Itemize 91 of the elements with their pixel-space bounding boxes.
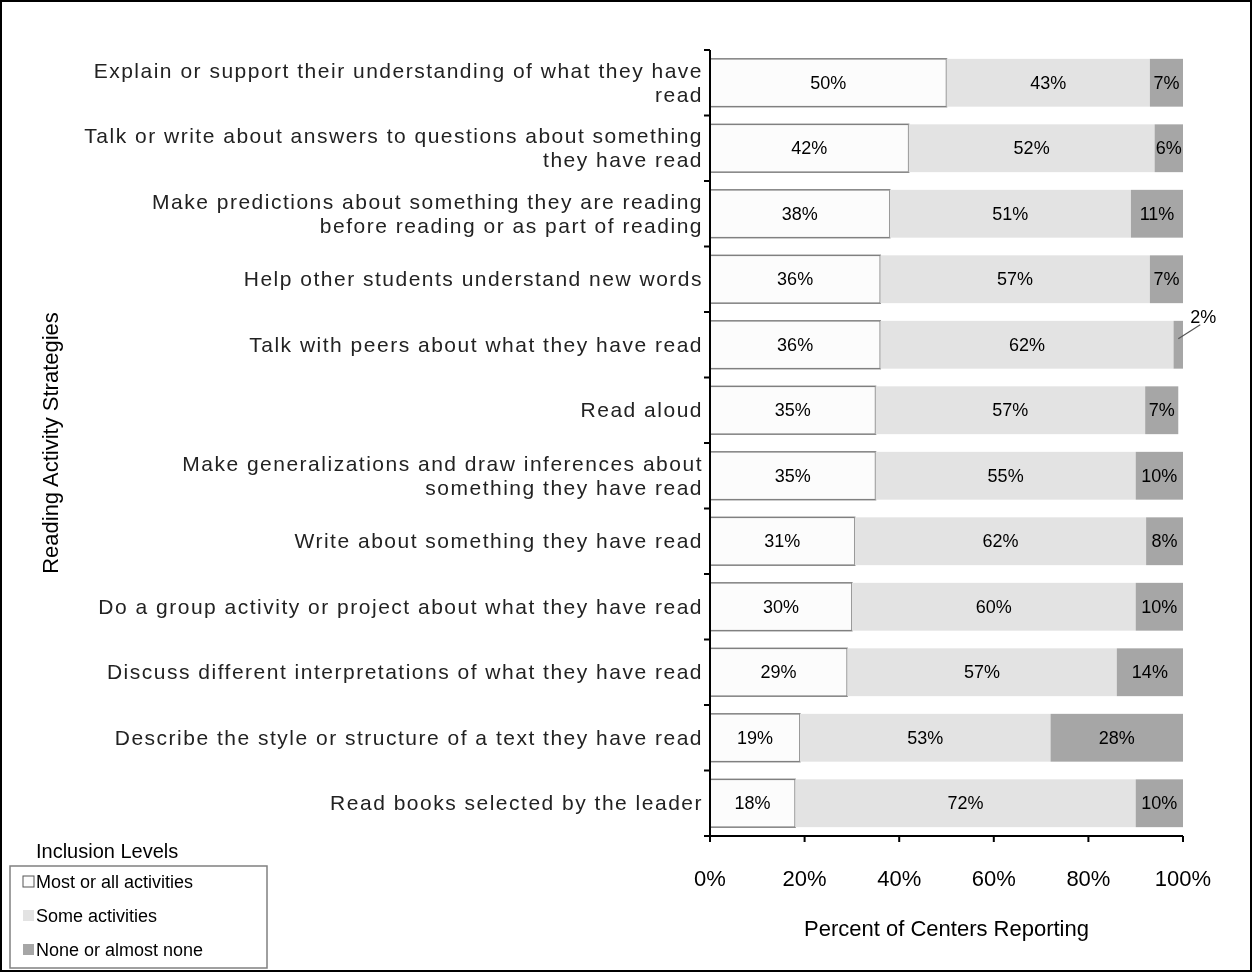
bar <box>709 58 948 108</box>
bar <box>1149 255 1183 304</box>
x-tick-label: 40% <box>877 866 922 891</box>
legend-label: Some activities <box>36 906 158 926</box>
data-label: 35% <box>774 465 811 486</box>
y-tick-label: Make generalizations and draw inferences about something they have read <box>182 451 703 499</box>
data-label: 62% <box>982 531 1019 552</box>
data-label: 31% <box>764 531 801 552</box>
y-tick-label: Talk with peers about what they have read <box>249 332 703 356</box>
bar <box>851 582 1136 631</box>
bar <box>875 386 1146 435</box>
y-tick-label: Write about something they have read <box>294 529 703 553</box>
data-label: 28% <box>1098 727 1135 748</box>
x-tick-label: 60% <box>971 866 1016 891</box>
y-axis-title: Reading Activity Strategies <box>38 312 63 574</box>
bar <box>709 516 856 566</box>
bar <box>1116 648 1183 697</box>
data-label: 51% <box>992 203 1029 224</box>
bar <box>854 517 1147 566</box>
bar <box>709 451 877 501</box>
x-tick-label: 100% <box>1154 866 1212 891</box>
data-label: 57% <box>992 400 1029 421</box>
x-tick-label: 0% <box>694 866 726 891</box>
bar <box>880 255 1150 304</box>
bar <box>795 779 1136 828</box>
data-label: 10% <box>1141 465 1178 486</box>
bar <box>875 451 1136 500</box>
y-tick-label: Help other students understand new words <box>243 267 703 291</box>
data-label: 6% <box>1155 138 1182 159</box>
data-label: 2% <box>1190 306 1217 327</box>
data-label: 50% <box>810 72 847 93</box>
bar <box>709 320 882 370</box>
bar <box>709 647 848 697</box>
y-tick-label: Read books selected by the leader <box>330 791 703 815</box>
bar <box>1050 713 1183 762</box>
bar <box>709 385 877 435</box>
data-label: 55% <box>987 465 1024 486</box>
bar <box>1149 58 1183 107</box>
y-tick-label: Make predictions about something they are reading before reading or as part of reading <box>152 189 703 237</box>
y-tick-label: Talk or write about answers to questions about something they have read <box>84 124 703 172</box>
data-label: 7% <box>1153 269 1180 290</box>
bar <box>709 713 801 763</box>
data-label: 14% <box>1131 662 1168 683</box>
bar <box>908 124 1155 173</box>
data-label: 36% <box>777 334 814 355</box>
data-label: 10% <box>1141 596 1178 617</box>
bar <box>847 648 1117 697</box>
legend-title: Inclusion Levels <box>36 840 179 862</box>
data-label: 29% <box>760 662 797 683</box>
data-label: 36% <box>777 269 814 290</box>
x-tick-label: 20% <box>782 866 827 891</box>
bar <box>709 189 891 239</box>
data-label: 10% <box>1141 793 1178 814</box>
bar <box>1173 320 1183 369</box>
data-label: 62% <box>1008 334 1045 355</box>
data-label: 19% <box>736 727 773 748</box>
data-label: 72% <box>947 793 984 814</box>
x-tick-label: 80% <box>1066 866 1111 891</box>
data-label: 8% <box>1151 531 1178 552</box>
data-label: 30% <box>762 596 799 617</box>
data-label: 7% <box>1153 72 1180 93</box>
bar <box>709 778 796 828</box>
data-label: 53% <box>907 727 944 748</box>
data-label: 43% <box>1030 72 1067 93</box>
y-tick-label: Explain or support their understanding of what they have read <box>93 58 703 106</box>
bar <box>709 582 853 632</box>
legend-label: Most or all activities <box>36 872 194 892</box>
data-label: 57% <box>997 269 1034 290</box>
bar <box>946 58 1150 107</box>
bar <box>889 189 1131 238</box>
data-label: 57% <box>963 662 1000 683</box>
data-label: 18% <box>734 793 771 814</box>
bar <box>709 254 882 304</box>
y-tick-label: Describe the style or structure of a text they have read <box>114 725 703 749</box>
y-tick-label: Do a group activity or project about what they have read <box>98 594 703 618</box>
y-tick-label: Read aloud <box>580 398 703 422</box>
x-axis-title: Percent of Centers Reporting <box>804 916 1089 941</box>
bar <box>880 320 1174 369</box>
data-label: 11% <box>1139 203 1175 224</box>
data-label: 42% <box>791 138 828 159</box>
bar <box>799 713 1051 762</box>
data-label: 52% <box>1013 138 1050 159</box>
y-tick-label: Discuss different interpretations of what they have read <box>106 660 703 684</box>
legend-label: None or almost none <box>36 940 204 960</box>
data-label: 38% <box>781 203 818 224</box>
bar <box>709 123 910 173</box>
data-label: 60% <box>975 596 1012 617</box>
data-label: 7% <box>1148 400 1175 421</box>
bar <box>1145 386 1179 435</box>
data-label: 35% <box>774 400 811 421</box>
bar <box>1130 189 1183 238</box>
